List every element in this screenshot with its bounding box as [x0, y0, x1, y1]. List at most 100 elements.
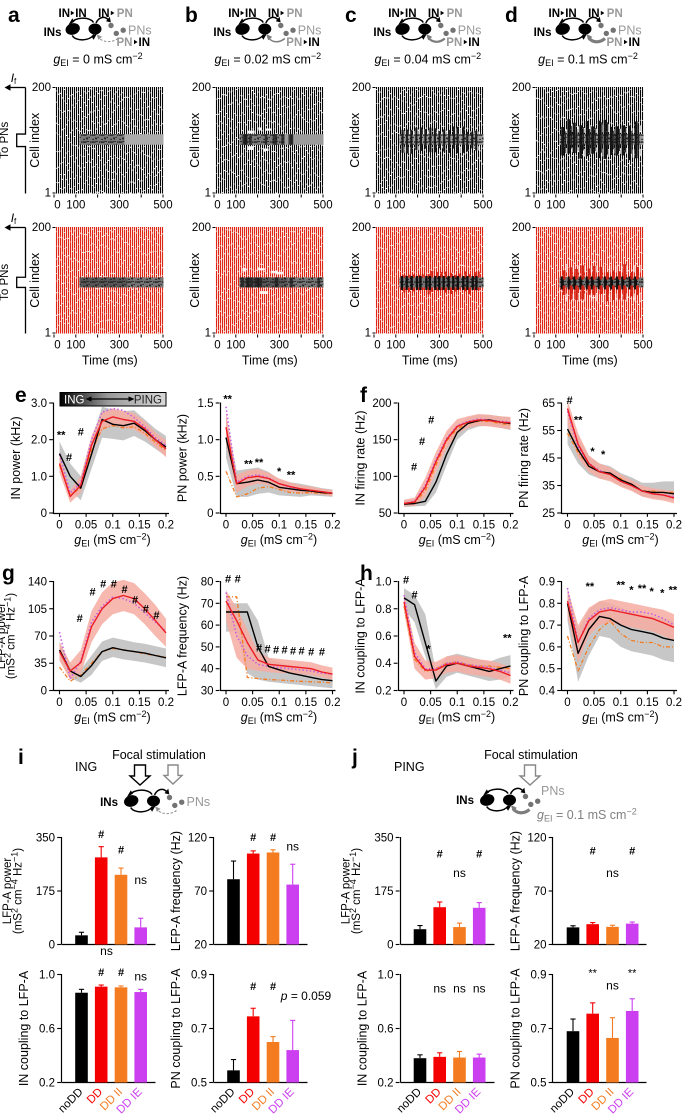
svg-text:0.4: 0.4: [376, 658, 393, 670]
svg-text:ns: ns: [453, 982, 466, 996]
svg-text:PING: PING: [134, 394, 162, 406]
svg-text:50: 50: [379, 508, 392, 520]
svg-text:ns: ns: [453, 866, 466, 880]
svg-text:#: #: [132, 594, 138, 606]
svg-text:Cell index: Cell index: [188, 112, 202, 168]
svg-text:h: h: [360, 562, 373, 585]
svg-text:PN coupling to LFP-A: PN coupling to LFP-A: [169, 968, 183, 1089]
svg-text:0.15: 0.15: [473, 520, 495, 532]
svg-text:0: 0: [41, 686, 47, 698]
svg-text:#: #: [411, 462, 417, 474]
svg-text:To PNs: To PNs: [0, 122, 11, 159]
svg-text:IN: IN: [629, 37, 641, 49]
svg-text:g: g: [2, 562, 15, 585]
svg-text:500: 500: [153, 200, 172, 212]
svg-text:0: 0: [534, 200, 540, 212]
svg-text:ING: ING: [75, 760, 97, 774]
svg-text:LFP-A frequency (Hz): LFP-A frequency (Hz): [169, 831, 183, 951]
svg-text:#: #: [270, 981, 276, 993]
svg-text:IN coupling to LFP-A: IN coupling to LFP-A: [17, 970, 31, 1086]
svg-text:#: #: [437, 849, 443, 861]
svg-text:200: 200: [32, 82, 51, 94]
svg-text:0: 0: [49, 940, 55, 952]
svg-text:3.0: 3.0: [31, 398, 47, 410]
svg-text:To PNs: To PNs: [0, 264, 11, 301]
svg-text:80: 80: [201, 577, 214, 589]
svg-text:0.15: 0.15: [636, 520, 658, 532]
svg-text:1.0: 1.0: [198, 435, 214, 447]
svg-text:IN: IN: [75, 8, 87, 20]
svg-text:0.05: 0.05: [241, 520, 263, 532]
svg-text:#: #: [235, 574, 241, 586]
svg-text:1: 1: [205, 188, 211, 200]
svg-text:**: **: [244, 459, 253, 471]
svg-text:200: 200: [32, 222, 51, 234]
svg-text:200: 200: [352, 82, 371, 94]
svg-text:IN: IN: [268, 8, 280, 20]
svg-text:0.2: 0.2: [503, 697, 519, 709]
svg-text:0.8: 0.8: [376, 604, 392, 616]
svg-text:300: 300: [590, 200, 609, 212]
svg-text:100: 100: [66, 340, 85, 352]
svg-text:20: 20: [194, 940, 207, 952]
svg-text:0.9: 0.9: [531, 970, 547, 982]
svg-text:40: 40: [201, 664, 214, 676]
svg-text:0: 0: [374, 200, 380, 212]
svg-text:LFP-A power: LFP-A power: [2, 858, 14, 925]
svg-text:0.15: 0.15: [636, 697, 658, 709]
svg-text:0: 0: [56, 520, 62, 532]
svg-text:#: #: [567, 395, 573, 407]
svg-text:1.0: 1.0: [39, 970, 55, 982]
svg-text:200: 200: [372, 398, 391, 410]
svg-text:0.6: 0.6: [378, 1024, 394, 1036]
svg-text:gEI (mS cm−2): gEI (mS cm−2): [419, 709, 495, 726]
svg-text:300: 300: [590, 340, 609, 352]
svg-text:0: 0: [401, 520, 407, 532]
svg-text:65: 65: [542, 398, 555, 410]
svg-text:IN: IN: [428, 8, 440, 20]
svg-text:PNs: PNs: [541, 784, 565, 798]
svg-text:ns: ns: [433, 982, 446, 996]
svg-text:1.0: 1.0: [31, 471, 47, 483]
svg-text:p = 0.059: p = 0.059: [280, 989, 332, 1003]
svg-text:IN: IN: [59, 8, 71, 20]
svg-text:#: #: [629, 846, 635, 858]
svg-text:500: 500: [473, 200, 492, 212]
svg-text:*: *: [277, 466, 282, 478]
svg-text:#: #: [308, 647, 314, 659]
svg-text:70: 70: [534, 886, 547, 898]
svg-text:gEI (mS cm−2): gEI (mS cm−2): [74, 709, 150, 726]
svg-text:#: #: [299, 646, 305, 658]
svg-text:0.15: 0.15: [473, 697, 495, 709]
svg-text:200: 200: [192, 82, 211, 94]
svg-text:0.05: 0.05: [583, 520, 605, 532]
svg-text:500: 500: [153, 340, 172, 352]
svg-text:500: 500: [633, 200, 652, 212]
svg-text:#: #: [273, 644, 279, 656]
svg-text:0.5: 0.5: [191, 1078, 207, 1090]
svg-text:If: If: [11, 211, 17, 226]
svg-text:gEI (mS cm−2): gEI (mS cm−2): [419, 532, 495, 549]
svg-text:45: 45: [542, 453, 555, 465]
svg-text:0.2: 0.2: [158, 520, 174, 532]
svg-text:0.05: 0.05: [583, 697, 605, 709]
svg-text:**: **: [574, 415, 583, 427]
svg-text:**: **: [287, 470, 296, 482]
svg-text:gEI (mS cm−2): gEI (mS cm−2): [241, 532, 317, 549]
svg-text:i: i: [18, 746, 24, 769]
svg-text:100: 100: [372, 471, 391, 483]
svg-text:175: 175: [36, 886, 55, 898]
svg-text:0.2: 0.2: [666, 520, 682, 532]
svg-text:**: **: [57, 430, 66, 442]
svg-text:0: 0: [564, 520, 570, 532]
svg-text:100: 100: [386, 200, 405, 212]
svg-text:#: #: [419, 436, 425, 448]
svg-text:0.4: 0.4: [539, 686, 556, 698]
svg-text:PING: PING: [394, 760, 425, 774]
svg-text:1.5: 1.5: [198, 398, 214, 410]
svg-text:IN: IN: [139, 37, 151, 49]
svg-text:INs: INs: [213, 27, 231, 39]
svg-text:Time (ms): Time (ms): [82, 354, 138, 368]
svg-text:INs: INs: [44, 27, 62, 39]
svg-text:LFP-A power: LFP-A power: [0, 603, 8, 670]
